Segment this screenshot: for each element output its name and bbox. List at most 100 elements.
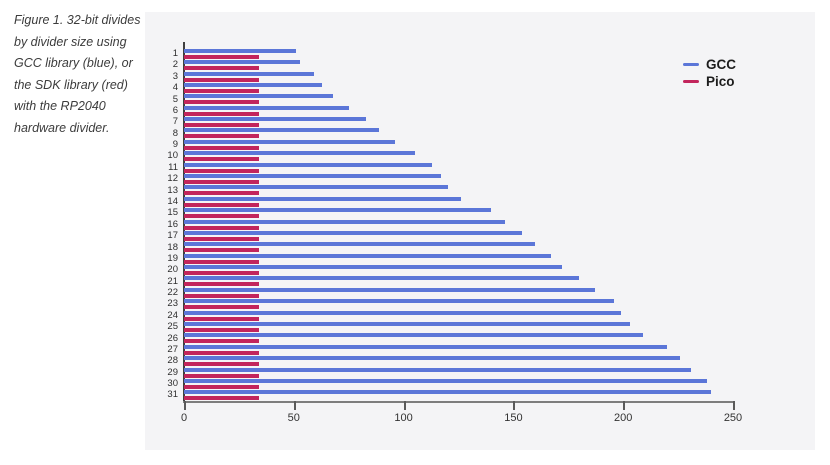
x-axis-tick-label: 150 xyxy=(504,412,523,424)
y-axis-label: 3 xyxy=(172,70,178,82)
bar-gcc-22 xyxy=(184,287,595,292)
bar-gcc-12 xyxy=(184,174,441,179)
y-axis-label: 23 xyxy=(167,298,178,310)
bar-pico-31 xyxy=(184,396,259,401)
bar-gcc-13 xyxy=(184,185,448,190)
legend-item-gcc: GCC xyxy=(683,56,736,73)
bar-gcc-7 xyxy=(184,117,367,122)
x-axis-tick xyxy=(184,401,186,410)
y-axis-label: 7 xyxy=(172,116,178,128)
bar-gcc-2 xyxy=(184,60,301,65)
bar-gcc-8 xyxy=(184,128,380,133)
bar-gcc-1 xyxy=(184,48,296,53)
bar-gcc-11 xyxy=(184,162,433,167)
x-axis-tick-label: 50 xyxy=(287,412,300,424)
x-axis-tick-label: 0 xyxy=(180,412,188,424)
bar-pico-11 xyxy=(184,168,259,173)
bar-pico-6 xyxy=(184,111,259,116)
y-axis-label: 14 xyxy=(167,195,178,207)
y-axis-label: 1 xyxy=(172,48,178,59)
bar-pico-23 xyxy=(184,305,259,310)
bar-pico-27 xyxy=(184,350,259,355)
bar-chart-plot: 1 2 3 4 5 6 7 8 9 10 11 12 13 14 15 16 17 18 19 20 21 22 23 24 2… xyxy=(145,12,815,450)
x-axis-tick xyxy=(733,401,735,410)
y-axis-label: 25 xyxy=(167,321,178,333)
x-axis-tick xyxy=(293,401,296,410)
legend-label-pico: Pico xyxy=(706,74,735,89)
bar-gcc-23 xyxy=(184,299,615,304)
x-axis-tick xyxy=(623,401,626,410)
x-axis-tick-label: 200 xyxy=(614,412,633,424)
bar-pico-29 xyxy=(184,373,259,378)
y-axis-label: 28 xyxy=(167,355,178,367)
bar-gcc-19 xyxy=(184,253,551,258)
bar-pico-18 xyxy=(184,248,259,253)
bar-gcc-26 xyxy=(184,333,643,338)
y-axis-label: 19 xyxy=(167,252,178,264)
bar-pico-3 xyxy=(184,77,259,82)
bar-pico-5 xyxy=(184,100,259,105)
bar-gcc-9 xyxy=(184,139,395,144)
bar-pico-25 xyxy=(184,327,259,332)
bar-pico-15 xyxy=(184,214,259,219)
y-axis-label: 8 xyxy=(172,127,178,139)
bar-pico-22 xyxy=(184,293,259,298)
y-axis-label: 22 xyxy=(167,287,178,299)
bar-pico-21 xyxy=(184,282,259,287)
bar-gcc-31 xyxy=(184,390,712,395)
y-axis-label: 31 xyxy=(167,389,178,401)
bar-pico-2 xyxy=(184,66,259,71)
bar-pico-24 xyxy=(184,316,259,321)
bar-gcc-18 xyxy=(184,242,536,247)
y-axis-label: 16 xyxy=(167,218,178,230)
y-axis-label: 18 xyxy=(167,241,178,253)
bar-pico-9 xyxy=(184,145,259,150)
caption-line: hardware divider. xyxy=(14,120,110,135)
bar-pico-19 xyxy=(184,259,259,264)
bar-gcc-24 xyxy=(184,310,621,315)
x-axis-tick xyxy=(403,401,406,410)
caption-line: GCC library (blue), or xyxy=(14,56,133,70)
bar-pico-16 xyxy=(184,225,259,230)
bar-gcc-10 xyxy=(184,151,415,156)
chart-legend: GCC Pico xyxy=(683,56,736,90)
bar-gcc-21 xyxy=(184,276,580,281)
x-axis-line xyxy=(183,401,734,403)
y-axis-label: 11 xyxy=(168,161,178,173)
x-axis-tick-label: 100 xyxy=(394,412,413,424)
legend-label-gcc: GCC xyxy=(706,57,736,72)
bar-gcc-16 xyxy=(184,219,505,224)
bar-pico-10 xyxy=(184,157,259,162)
gcc-legend-marker-icon xyxy=(683,62,699,67)
chart-panel: 1 2 3 4 5 6 7 8 9 10 11 12 13 14 15 16 17 18 19 20 21 22 23 24 2… xyxy=(145,12,815,450)
y-axis-label: 9 xyxy=(172,139,178,151)
y-axis-label: 17 xyxy=(167,230,178,242)
y-axis-label: 2 xyxy=(172,59,178,71)
legend-item-pico: Pico xyxy=(683,73,736,90)
y-axis-label: 12 xyxy=(167,173,178,185)
caption-line: with the RP2040 xyxy=(14,99,106,113)
bar-gcc-30 xyxy=(184,378,707,383)
y-axis-label: 21 xyxy=(167,275,178,287)
bar-pico-1 xyxy=(184,54,259,59)
bar-pico-30 xyxy=(184,384,259,389)
caption-line: Figure 1. 32-bit divides xyxy=(14,13,141,27)
y-axis-label: 5 xyxy=(172,93,178,105)
bar-gcc-17 xyxy=(184,230,523,235)
y-axis-label: 26 xyxy=(167,332,178,344)
bar-gcc-14 xyxy=(184,196,461,201)
bar-gcc-20 xyxy=(184,265,562,270)
y-axis-label: 6 xyxy=(172,104,178,116)
bar-pico-28 xyxy=(184,362,259,367)
y-axis-label: 24 xyxy=(167,309,178,321)
bar-gcc-3 xyxy=(184,71,314,76)
bar-pico-20 xyxy=(184,271,259,276)
bar-pico-12 xyxy=(184,180,259,185)
y-axis-label: 30 xyxy=(167,378,178,390)
bar-gcc-28 xyxy=(184,356,681,361)
bar-gcc-5 xyxy=(184,94,334,99)
y-axis-label: 20 xyxy=(167,264,178,276)
y-axis-label: 27 xyxy=(167,343,178,355)
figure-caption: Figure 1. 32-bit divides by divider size … xyxy=(14,10,154,139)
bar-gcc-27 xyxy=(184,344,668,349)
